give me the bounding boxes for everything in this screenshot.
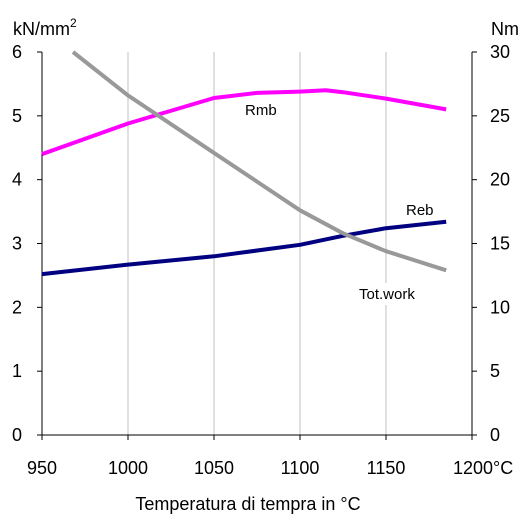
series-label-reb: Reb	[406, 202, 434, 219]
x-axis-title: Temperatura di tempra in °C	[135, 494, 360, 514]
y-left-tick-label: 3	[12, 234, 22, 254]
labels-group: kN/mm2 Nm Temperatura di tempra in °C Rmb Re…	[13, 16, 519, 514]
series-line-reb	[41, 219, 447, 277]
y-right-tick-label: 0	[490, 425, 500, 445]
y-left-tick-label: 1	[12, 361, 22, 381]
series-label-tot-work: Tot.work	[359, 286, 415, 303]
y-right-tick-label: 25	[490, 106, 510, 126]
x-tick-label: 1200°C	[453, 458, 513, 478]
y-right-tick-label: 30	[490, 42, 510, 62]
series-group	[41, 50, 447, 277]
y-axis-right-title: Nm	[491, 19, 519, 39]
axes: 0 1 2 3 4 5 6 0 5 10 15 20 25 30 950 1000 1050 1100 1150 12…	[12, 42, 513, 478]
x-tick-label: 1150	[367, 458, 406, 478]
y-right-tick-label: 15	[490, 234, 510, 254]
y-left-tick-label: 4	[12, 170, 22, 190]
x-tick-label: 950	[27, 458, 57, 478]
series-line-tot-work	[71, 50, 447, 273]
y-axis-left-title: kN/mm2	[13, 16, 77, 39]
y-right-tick-label: 10	[490, 297, 510, 317]
y-axis-left-title-sup: 2	[70, 16, 77, 30]
y-left-tick-label: 5	[12, 106, 22, 126]
x-tick-label: 1050	[194, 458, 234, 478]
series-label-bg-tot-work	[355, 283, 435, 305]
y-left-tick-label: 0	[12, 425, 22, 445]
x-tick-label: 1000	[108, 458, 148, 478]
y-left-tick-label: 2	[12, 297, 22, 317]
series-label-rmb: Rmb	[245, 102, 277, 119]
y-right-tick-label: 20	[490, 170, 510, 190]
y-right-tick-label: 5	[490, 361, 500, 381]
y-left-tick-label: 6	[12, 42, 22, 62]
x-tick-label: 1100	[281, 458, 320, 478]
